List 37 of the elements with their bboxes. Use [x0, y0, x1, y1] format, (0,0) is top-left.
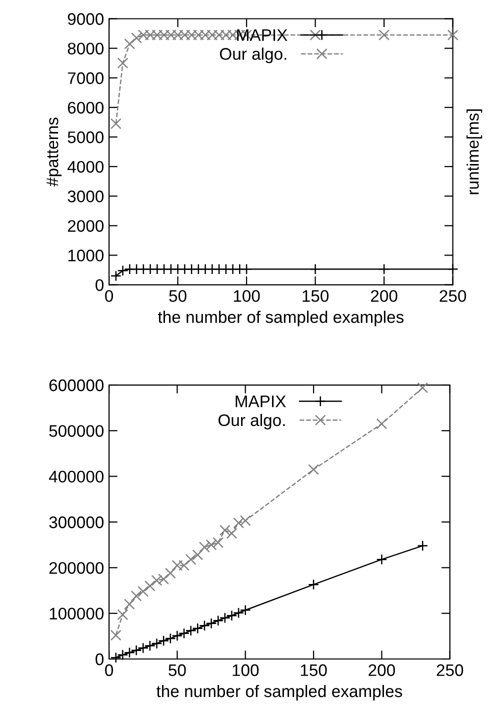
x-tick-label: 0: [105, 290, 114, 302]
y-tick-label: 600000: [49, 379, 104, 392]
y-tick-label: 0: [96, 279, 104, 291]
x-tick-label: 250: [440, 290, 466, 302]
x-axis-title: the number of sampled examples: [156, 684, 402, 700]
x-tick-label: 0: [105, 664, 114, 676]
x-tick-label: 50: [169, 290, 186, 302]
y-tick-label: 1000: [68, 250, 104, 262]
x-tick-label: 150: [300, 664, 327, 676]
y-tick-label: 7000: [68, 72, 104, 84]
y-tick-label: 100000: [50, 608, 104, 620]
y-tick-label: 8000: [68, 42, 104, 55]
y-tick-label: 9000: [68, 13, 104, 25]
x-tick-label: 150: [302, 290, 329, 302]
y-tick-label: 5000: [68, 131, 104, 144]
x-tick-label: 200: [370, 290, 398, 302]
y-tick-label: 6000: [68, 102, 104, 114]
y-tick-label: 400000: [48, 470, 104, 483]
y-tick-label: 500000: [49, 425, 104, 437]
legend-label: Our algo.: [220, 48, 286, 64]
legend-label: Our algo.: [218, 414, 285, 430]
x-axis-title: the number of sampled examples: [158, 310, 404, 326]
y-tick-label: 300000: [49, 516, 104, 528]
y-axis-title: #patterns: [46, 118, 62, 186]
y-tick-label: 0: [96, 653, 104, 666]
y-tick-label: 200000: [49, 562, 104, 574]
legend-label: MAPIX: [237, 29, 288, 41]
x-tick-label: 200: [368, 664, 395, 676]
y-tick-label: 2000: [68, 220, 104, 232]
x-tick-label: 50: [168, 664, 186, 676]
x-tick-label: 250: [436, 664, 464, 676]
y-tick-label: 3000: [68, 190, 104, 202]
y-tick-label: 4000: [67, 160, 104, 173]
legend-label: MAPIX: [236, 396, 286, 408]
x-tick-label: 100: [232, 664, 259, 676]
y2-axis-title: runtime[ms]: [466, 109, 482, 194]
x-tick-label: 100: [234, 290, 260, 302]
